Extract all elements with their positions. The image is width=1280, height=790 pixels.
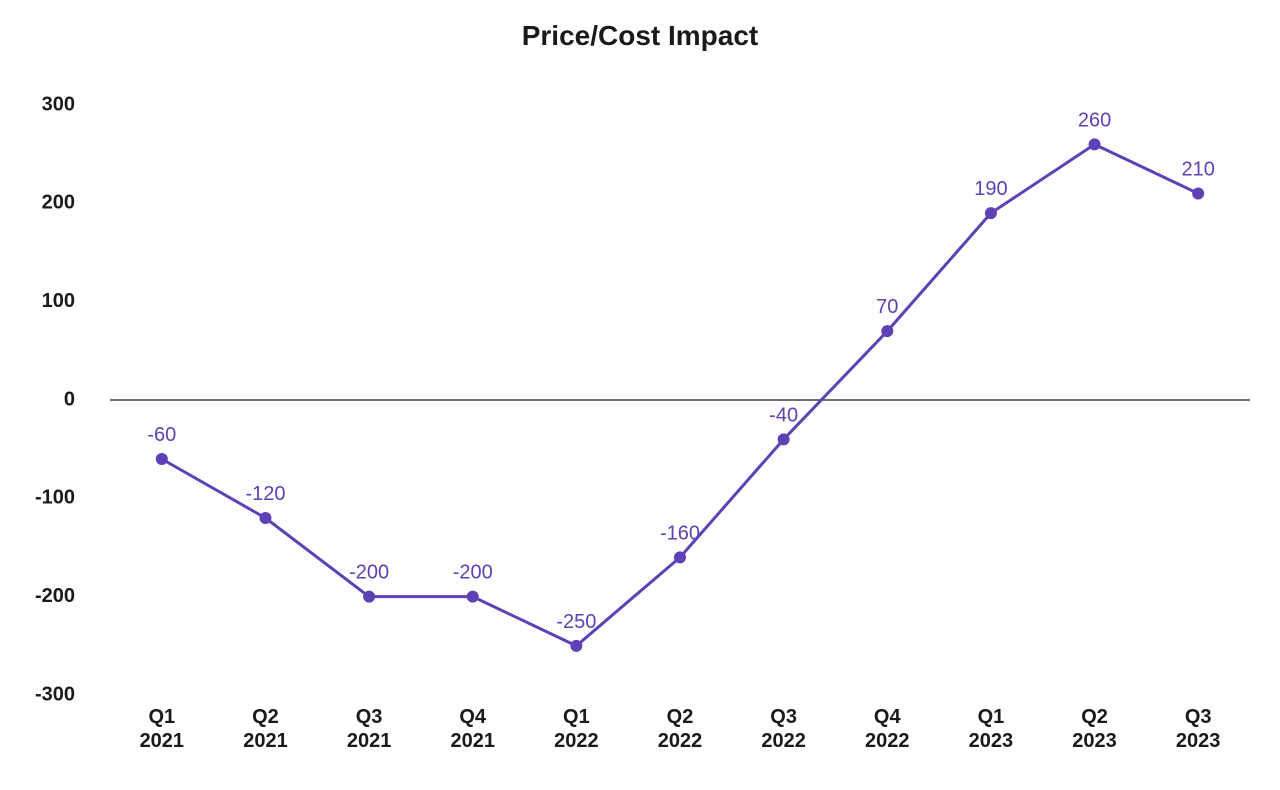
x-tick-label-year: 2023 <box>1176 730 1221 752</box>
x-tick-label-year: 2021 <box>140 730 185 752</box>
y-tick-label: 200 <box>42 192 75 214</box>
data-point <box>259 512 271 524</box>
data-label: 190 <box>974 178 1007 200</box>
y-tick-label: 100 <box>42 290 75 312</box>
y-tick-label: -300 <box>35 683 75 705</box>
y-tick-label: -200 <box>35 585 75 607</box>
data-point <box>363 591 375 603</box>
x-tick-label-year: 2021 <box>450 730 495 752</box>
x-tick-label-quarter: Q1 <box>978 706 1005 728</box>
x-tick-label-year: 2023 <box>969 730 1014 752</box>
x-tick-label-year: 2021 <box>347 730 392 752</box>
chart-container: Price/Cost Impact -300-200-1000100200300… <box>0 0 1280 790</box>
data-point <box>467 591 479 603</box>
x-tick-label-quarter: Q4 <box>459 706 487 728</box>
x-tick-label-year: 2022 <box>761 730 806 752</box>
x-tick-label-quarter: Q1 <box>148 706 175 728</box>
x-tick-label-quarter: Q3 <box>770 706 797 728</box>
x-tick-label-quarter: Q2 <box>1081 706 1108 728</box>
x-tick-label-year: 2022 <box>658 730 703 752</box>
x-tick-label-quarter: Q4 <box>874 706 902 728</box>
x-tick-label-year: 2022 <box>865 730 910 752</box>
x-tick-label-quarter: Q3 <box>356 706 383 728</box>
x-tick-label-year: 2023 <box>1072 730 1117 752</box>
data-label: -60 <box>147 424 176 446</box>
y-tick-label: -100 <box>35 487 75 509</box>
data-label: 260 <box>1078 109 1111 131</box>
data-point <box>156 453 168 465</box>
data-point <box>778 433 790 445</box>
line-chart: -300-200-1000100200300Q12021Q22021Q32021… <box>0 0 1280 790</box>
data-point <box>570 640 582 652</box>
data-point <box>985 207 997 219</box>
data-label: -200 <box>349 562 389 584</box>
x-tick-label-quarter: Q2 <box>667 706 694 728</box>
data-label: -40 <box>769 404 798 426</box>
y-tick-label: 0 <box>64 388 75 410</box>
data-label: 210 <box>1181 159 1214 181</box>
x-tick-label-year: 2021 <box>243 730 288 752</box>
y-tick-label: 300 <box>42 93 75 115</box>
data-label: -250 <box>556 611 596 633</box>
data-label: -200 <box>453 562 493 584</box>
x-tick-label-quarter: Q2 <box>252 706 279 728</box>
data-point <box>881 325 893 337</box>
series-line <box>162 144 1198 646</box>
data-label: -120 <box>245 483 285 505</box>
x-tick-label-year: 2022 <box>554 730 599 752</box>
data-point <box>1192 188 1204 200</box>
x-tick-label-quarter: Q1 <box>563 706 590 728</box>
data-point <box>674 551 686 563</box>
data-label: -160 <box>660 522 700 544</box>
x-tick-label-quarter: Q3 <box>1185 706 1212 728</box>
data-label: 70 <box>876 296 898 318</box>
data-point <box>1089 138 1101 150</box>
